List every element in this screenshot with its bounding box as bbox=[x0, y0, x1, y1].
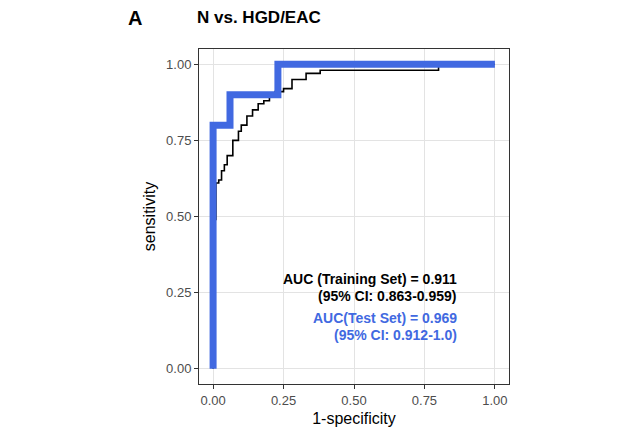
svg-text:(95% CI: 0.863-0.959): (95% CI: 0.863-0.959) bbox=[318, 288, 457, 304]
svg-text:AUC(Test Set) = 0.969: AUC(Test Set) = 0.969 bbox=[313, 310, 457, 326]
svg-text:0.00: 0.00 bbox=[166, 361, 191, 376]
svg-text:sensitivity: sensitivity bbox=[141, 182, 158, 251]
svg-text:(95% CI: 0.912-1.0): (95% CI: 0.912-1.0) bbox=[334, 327, 457, 343]
svg-text:0.25: 0.25 bbox=[166, 285, 191, 300]
svg-text:0.75: 0.75 bbox=[166, 133, 191, 148]
svg-text:N vs. HGD/EAC: N vs. HGD/EAC bbox=[197, 8, 321, 27]
svg-text:0.75: 0.75 bbox=[412, 393, 437, 408]
svg-text:1.00: 1.00 bbox=[166, 57, 191, 72]
svg-text:0.00: 0.00 bbox=[200, 393, 225, 408]
svg-text:0.50: 0.50 bbox=[341, 393, 366, 408]
svg-text:1-specificity: 1-specificity bbox=[312, 410, 396, 427]
svg-text:AUC (Training Set) = 0.911: AUC (Training Set) = 0.911 bbox=[283, 271, 457, 287]
svg-text:1.00: 1.00 bbox=[482, 393, 507, 408]
svg-text:A: A bbox=[128, 7, 142, 29]
svg-text:0.25: 0.25 bbox=[271, 393, 296, 408]
svg-text:0.50: 0.50 bbox=[166, 209, 191, 224]
